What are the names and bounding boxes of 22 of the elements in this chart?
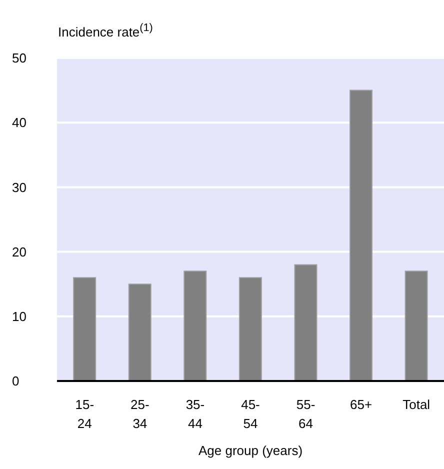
y-tick-label: 50 [12,50,26,66]
x-axis-title: Age group (years) [198,443,303,458]
x-tick-label: 25-34 [130,397,150,431]
x-tick-label: 65+ [350,397,372,412]
bar [404,270,428,381]
x-tick-label: Total [402,397,430,412]
bar [73,277,96,381]
bar [184,270,207,381]
bar [294,264,318,381]
y-tick-label: 20 [12,244,26,260]
x-tick-label: 45-54 [241,397,260,431]
bar [238,277,262,381]
x-tick-label: 55-64 [296,397,316,431]
y-tick-label: 40 [12,115,26,130]
y-tick-label: 10 [12,309,26,324]
y-axis-title: Incidence rate$^{(1)}$ [58,22,153,40]
y-tick-label: 0 [12,374,20,389]
x-tick-label: 35-44 [186,397,205,431]
bar [350,90,373,381]
y-tick-label: 30 [12,180,26,195]
bar [128,284,152,381]
x-tick-label: 15-24 [75,397,94,431]
